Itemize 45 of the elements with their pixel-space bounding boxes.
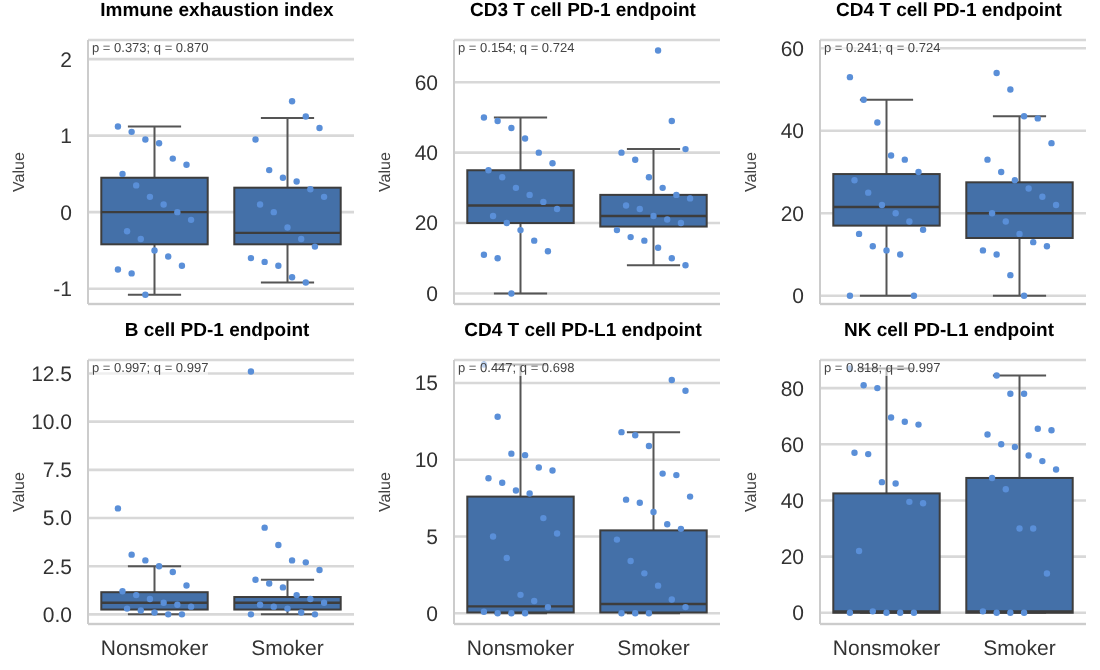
y-tick-label: 60 <box>780 433 805 458</box>
y-axis-title: Value <box>9 151 28 192</box>
y-tick-label: 5 <box>426 525 439 550</box>
y-axis-title: Value <box>741 151 760 192</box>
x-tick-label: Smoker <box>617 636 691 661</box>
y-tick-label: 40 <box>780 120 805 145</box>
chart-title: CD4 T cell PD-1 endpoint <box>834 0 1064 26</box>
y-tick-label: 20 <box>780 202 805 227</box>
y-tick-label: 7.5 <box>42 459 73 484</box>
y-tick-label: 10.0 <box>31 411 73 436</box>
x-tick-label: Smoker <box>983 636 1057 661</box>
y-tick-label: 40 <box>780 489 805 514</box>
y-tick-label: 80 <box>780 377 805 402</box>
y-tick-label: -1 <box>53 278 73 303</box>
y-tick-label: 60 <box>414 71 439 96</box>
y-tick-label: 40 <box>414 142 439 167</box>
y-tick-label: 1 <box>60 125 73 150</box>
y-tick-label: 2 <box>60 48 73 73</box>
y-tick-label: 5.0 <box>42 507 73 532</box>
x-tick-label: Nonsmoker <box>832 636 942 661</box>
y-tick-label: 2.5 <box>42 555 73 580</box>
x-tick-label: Smoker <box>251 636 325 661</box>
y-tick-label: 0.0 <box>42 603 73 628</box>
chart-title: NK cell PD-L1 endpoint <box>841 320 1057 346</box>
y-axis-title: Value <box>9 471 28 512</box>
y-tick-label: 0 <box>426 282 439 307</box>
chart-title: CD3 T cell PD-1 endpoint <box>468 0 698 26</box>
x-tick-label: Nonsmoker <box>100 636 210 661</box>
chart-title: Immune exhaustion index <box>98 0 336 26</box>
y-tick-label: 12.5 <box>31 362 73 387</box>
y-axis-title: Value <box>375 471 394 512</box>
y-tick-label: 20 <box>780 546 805 571</box>
y-tick-label: 15 <box>414 372 439 397</box>
chart-title: CD4 T cell PD-L1 endpoint <box>462 320 704 346</box>
y-tick-label: 60 <box>780 37 805 62</box>
y-tick-label: 20 <box>414 212 439 237</box>
y-tick-label: 0 <box>792 602 805 627</box>
y-axis-title: Value <box>741 471 760 512</box>
y-tick-label: 0 <box>426 602 439 627</box>
chart-title: B cell PD-1 endpoint <box>122 320 312 346</box>
y-tick-label: 0 <box>60 201 73 226</box>
y-tick-label: 10 <box>414 449 439 474</box>
x-tick-label: Nonsmoker <box>466 636 576 661</box>
y-tick-label: 0 <box>792 285 805 310</box>
y-axis-title: Value <box>375 151 394 192</box>
